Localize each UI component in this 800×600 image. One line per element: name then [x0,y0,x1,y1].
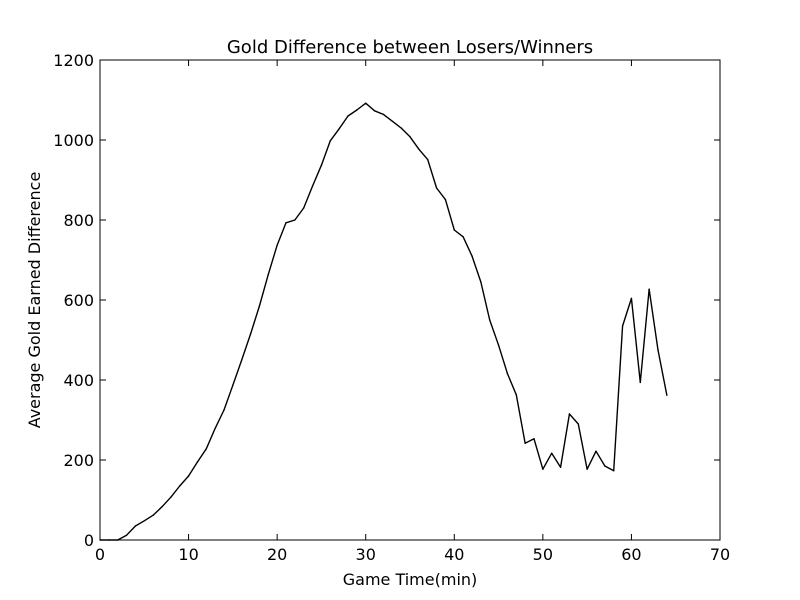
data-point [232,384,234,386]
data-point [249,333,252,335]
data-point [480,281,482,283]
y-tick-label: 800 [63,211,94,230]
x-tick-label: 70 [710,545,730,564]
data-point [365,102,367,104]
data-point [559,466,562,468]
data-point [542,468,544,470]
data-point [533,438,535,440]
data-point [258,305,261,307]
data-point [595,450,597,452]
data-point [435,187,438,189]
data-point [409,136,411,138]
data-point [427,158,429,161]
data-point [285,222,287,224]
data-point [639,381,641,384]
data-point [613,470,615,472]
data-point [577,423,579,425]
data-point [356,109,358,111]
data-point [152,514,154,516]
data-point [179,485,181,487]
series-line [100,102,668,541]
data-point [134,525,137,527]
data-point [161,506,163,508]
data-point [329,140,331,142]
data-point [621,325,624,327]
data-point [471,255,473,257]
data-point [205,448,207,450]
data-point [515,394,517,396]
y-tick-label: 400 [63,371,94,390]
data-point [170,496,172,498]
data-point [223,409,225,411]
data-point [418,148,420,150]
data-point [462,236,464,238]
data-point [267,273,269,276]
data-point [241,359,243,361]
data-point [373,110,376,112]
y-tick-label: 600 [63,291,94,310]
data-point [303,207,305,209]
data-point [347,115,349,117]
x-axis: 0 10 20 30 40 50 60 70 [95,60,730,564]
data-point [604,465,606,467]
data-point [400,127,402,129]
data-point [320,164,323,166]
data-point [311,185,314,187]
y-tick-label: 1000 [53,131,94,150]
data-point [568,413,571,415]
x-tick-label: 30 [356,545,376,564]
data-point [586,468,588,470]
x-tick-label: 20 [267,545,287,564]
plot-frame [99,59,721,541]
data-point [524,442,526,444]
data-point [187,475,190,477]
data-point [630,297,633,300]
data-point [143,520,145,522]
data-point [444,198,447,201]
data-point [214,427,216,430]
y-tick-label: 1200 [53,51,94,70]
data-point [338,128,340,130]
x-axis-label: Game Time(min) [343,570,478,589]
x-tick-label: 60 [621,545,641,564]
x-tick-label: 50 [533,545,553,564]
data-point [294,219,296,221]
data-point [276,244,278,246]
data-point [125,534,128,536]
y-tick-label: 200 [63,451,94,470]
x-tick-label: 10 [178,545,198,564]
x-tick-label: 0 [95,545,105,564]
data-point [657,349,659,351]
data-point [551,452,553,454]
series-layer [99,102,668,541]
chart-title: Gold Difference between Losers/Winners [227,37,593,58]
y-axis: 0 200 400 600 800 1000 1200 [53,51,720,550]
x-tick-label: 40 [444,545,464,564]
data-point [506,372,509,375]
data-point [391,120,393,122]
data-point [382,113,385,116]
y-tick-label: 0 [84,531,94,550]
data-point [196,461,199,463]
y-axis-label: Average Gold Earned Difference [25,172,44,429]
data-point [453,229,455,231]
data-point [489,319,491,321]
data-point [666,394,668,396]
data-point [497,344,500,346]
data-point [648,288,650,290]
